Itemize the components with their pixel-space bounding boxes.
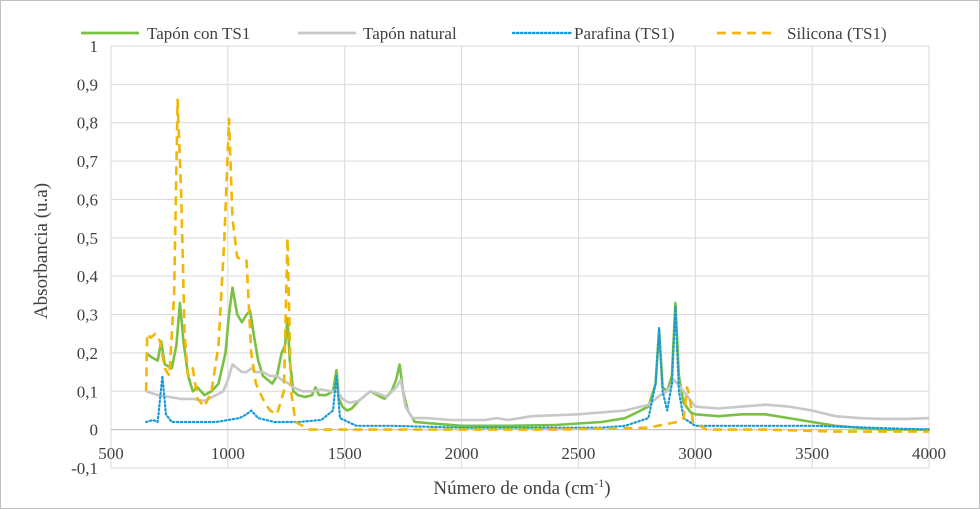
x-tick-label: 2000	[445, 444, 479, 463]
x-tick-label: 500	[98, 444, 124, 463]
y-tick-label: 0,8	[77, 114, 98, 133]
series-line-3	[144, 98, 929, 433]
y-tick-label: -0,1	[71, 459, 98, 478]
x-tick-label: 3000	[678, 444, 712, 463]
y-tick-label: 0,7	[77, 152, 99, 171]
x-tick-label: 1000	[211, 444, 245, 463]
x-axis: 500 1000 1500 2000 2500 3000 3500 4000	[98, 444, 946, 463]
x-tick-label: 2500	[561, 444, 595, 463]
y-tick-label: 0,9	[77, 75, 98, 94]
x-tick-label: 3500	[795, 444, 829, 463]
y-axis: -0,1 0 0,1 0,2 0,3 0,4 0,5 0,6 0,7 0,8 0,9 1	[71, 37, 98, 478]
legend-label-0: Tapón con TS1	[147, 24, 250, 43]
y-tick-label: 0,6	[77, 190, 98, 209]
x-axis-title: Número de onda (cm-1)	[433, 476, 610, 499]
y-tick-label: 0,5	[77, 229, 98, 248]
legend-label-1: Tapón natural	[363, 24, 457, 43]
legend-label-3: Silicona (TS1)	[787, 24, 887, 43]
legend: Tapón con TS1 Tapón natural Parafina (TS1)…	[81, 24, 887, 43]
series-line-2	[145, 305, 931, 431]
x-axis-title-superscript: -1	[594, 476, 604, 490]
y-tick-label: 0,1	[77, 382, 98, 401]
y-tick-label: 0	[90, 421, 99, 440]
x-tick-label: 1500	[328, 444, 362, 463]
y-tick-label: 1	[90, 37, 99, 56]
x-axis-title-close: )	[604, 478, 610, 499]
series-group	[144, 98, 931, 433]
legend-label-2: Parafina (TS1)	[574, 24, 675, 43]
series-line-1	[145, 363, 930, 422]
x-tick-label: 4000	[912, 444, 946, 463]
y-tick-label: 0,3	[77, 306, 98, 325]
grid	[110, 45, 930, 469]
y-tick-label: 0,4	[77, 267, 99, 286]
x-axis-title-text: Número de onda (cm	[433, 478, 594, 499]
y-tick-label: 0,2	[77, 344, 98, 363]
series-line-0	[145, 286, 929, 431]
y-axis-title: Absorbancia (u.a)	[31, 183, 52, 319]
